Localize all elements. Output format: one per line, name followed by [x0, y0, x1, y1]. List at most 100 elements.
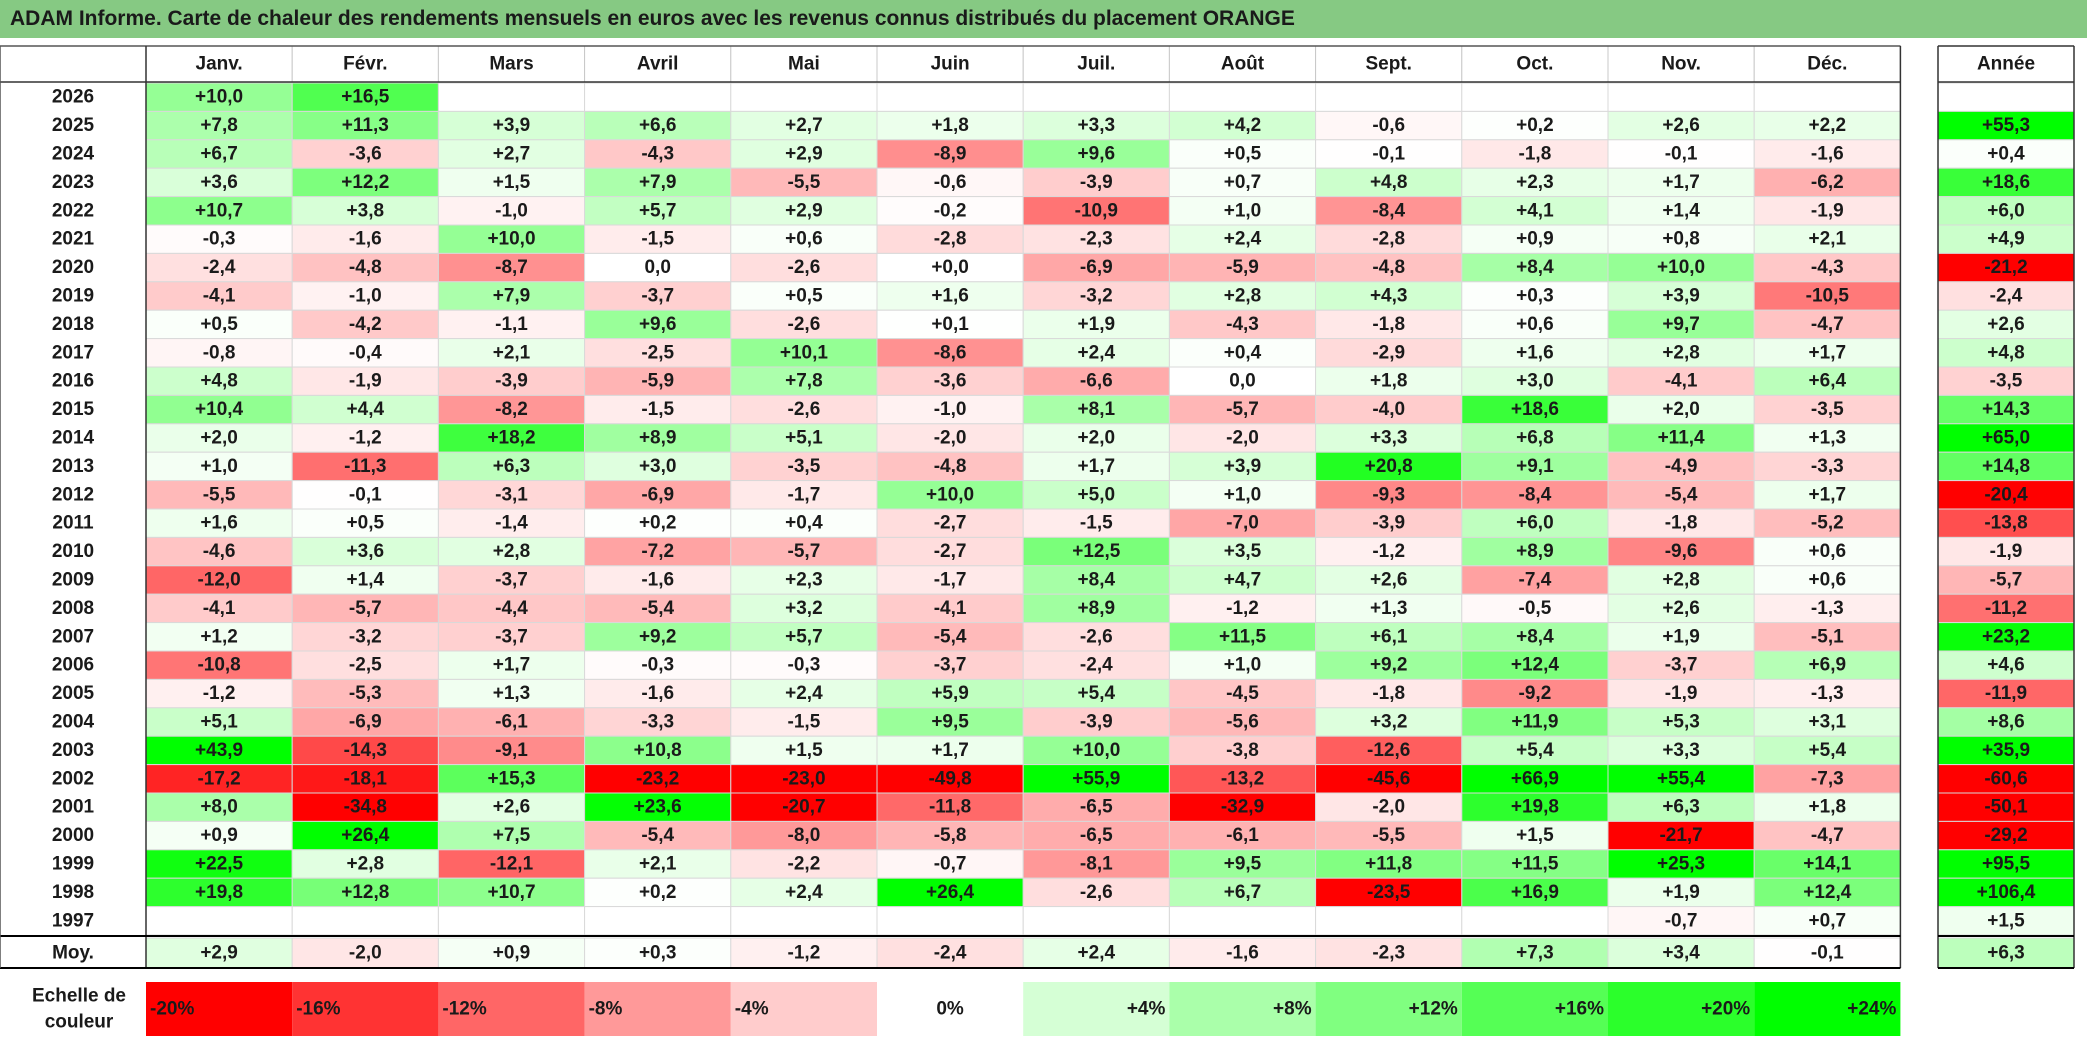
heatmap-cell: [1315, 167, 1463, 198]
cell-value: -2,6: [788, 314, 821, 335]
cell-value: +1,0: [1224, 484, 1262, 505]
cell-value: +1,5: [1516, 825, 1554, 846]
average-annual-value: +6,3: [1987, 943, 2025, 964]
heatmap-cell: [145, 565, 293, 595]
cell-value: -0,2: [934, 200, 967, 221]
heatmap-cell: [876, 281, 1024, 311]
cell-value: -4,1: [1665, 371, 1698, 392]
cell-value: +2,8: [347, 854, 385, 875]
cell-value: +2,6: [493, 797, 531, 818]
heatmap-cell: [437, 252, 586, 283]
cell-value: -5,7: [788, 541, 821, 562]
cell-value: -18,1: [344, 768, 388, 789]
cell-value: -1,3: [1811, 598, 1844, 619]
cell-value: -4,7: [1811, 825, 1844, 846]
cell-value: +3,2: [785, 598, 823, 619]
cell-value: -2,7: [934, 513, 967, 534]
title-bar: ADAM Informe. Carte de chaleur des rende…: [0, 0, 2087, 40]
cell-value: +2,6: [1662, 115, 1700, 136]
heatmap-cell: [145, 139, 293, 169]
heatmap-cell: [876, 565, 1024, 595]
cell-value: +3,6: [200, 172, 238, 193]
year-label: 2005: [52, 683, 95, 704]
heatmap-cell: [1461, 877, 1609, 908]
cell-value: +3,3: [1078, 115, 1116, 136]
cell-value: +9,5: [931, 712, 969, 733]
year-label: 2007: [52, 626, 94, 647]
heatmap-cell: [1461, 480, 1609, 510]
heatmap-cell: [1315, 906, 1463, 936]
cell-value: -2,0: [1226, 428, 1259, 449]
year-label: 2009: [52, 570, 94, 591]
cell-value: +1,5: [493, 172, 531, 193]
cell-value: -5,7: [1226, 399, 1259, 420]
heatmap-cell: [1315, 451, 1463, 482]
cell-value: -5,4: [934, 626, 967, 647]
cell-value: -4,8: [349, 257, 382, 278]
cell-value: +23,6: [634, 797, 682, 818]
cell-value: -4,0: [1372, 399, 1405, 420]
cell-value: +8,9: [639, 428, 677, 449]
year-label: 1999: [52, 854, 94, 875]
scale-swatch-label: +8%: [1273, 999, 1312, 1020]
cell-value: -1,3: [1811, 683, 1844, 704]
year-label: 2013: [52, 456, 94, 477]
cell-value: +0,0: [931, 257, 969, 278]
cell-value: -1,6: [641, 570, 674, 591]
cell-value: +0,9: [1516, 229, 1554, 250]
cell-value: +11,8: [1365, 854, 1412, 875]
average-value: +3,4: [1662, 943, 1700, 964]
annual-value: +6,0: [1987, 200, 2025, 221]
heatmap-cell: [145, 536, 293, 567]
scale-label-line: couleur: [45, 1012, 114, 1033]
cell-value: +0,2: [639, 513, 677, 534]
annual-cell: [1937, 622, 2075, 652]
annual-cell: [1937, 735, 2075, 766]
year-label: 2016: [52, 371, 94, 392]
heatmap-cell: [1607, 735, 1755, 766]
cell-value: -1,5: [641, 229, 674, 250]
cell-value: -8,2: [495, 399, 528, 420]
cell-value: -5,2: [1811, 513, 1844, 534]
year-label: 2000: [52, 825, 94, 846]
heatmap-cell: [1607, 167, 1755, 198]
heatmap-cell: [437, 906, 586, 936]
cell-value: -1,7: [934, 570, 967, 591]
heatmap-cell: [1607, 707, 1755, 737]
heatmap-cell: [291, 167, 439, 198]
month-header-cell: [145, 45, 293, 83]
heatmap-cell: [1753, 792, 1901, 822]
cell-value: -5,5: [1372, 825, 1405, 846]
scale-swatch: [438, 982, 585, 1036]
heatmap-cell: [730, 281, 878, 311]
cell-value: +0,5: [785, 286, 823, 307]
cell-value: -20,7: [782, 797, 825, 818]
cell-value: +4,8: [1370, 172, 1408, 193]
cell-value: +0,4: [785, 513, 823, 534]
heatmap-cell: [291, 338, 439, 368]
cell-value: +11,3: [342, 115, 389, 136]
cell-value: +55,4: [1657, 768, 1706, 789]
year-label: 2026: [52, 87, 94, 108]
cell-value: -1,8: [1372, 314, 1405, 335]
cell-value: +5,1: [785, 428, 823, 449]
cell-value: +6,1: [1370, 626, 1408, 647]
heatmap-cell: [1753, 764, 1901, 794]
cell-value: -1,5: [1080, 513, 1113, 534]
annual-cell: [1937, 565, 2075, 595]
heatmap-cell: [1168, 678, 1317, 709]
cell-value: +10,0: [926, 484, 974, 505]
heatmap-cell: [1461, 820, 1609, 851]
cell-value: +2,7: [493, 144, 531, 165]
year-label: 2004: [52, 712, 95, 733]
heatmap-cell: [1753, 820, 1901, 851]
cell-value: +2,4: [1224, 229, 1262, 250]
heatmap-cell: [1607, 678, 1755, 709]
cell-value: +0,5: [1224, 144, 1262, 165]
cell-value: -9,1: [495, 740, 528, 761]
cell-value: +1,3: [1370, 598, 1408, 619]
cell-value: +11,5: [1511, 854, 1558, 875]
heatmap-cell: [1607, 309, 1755, 340]
annual-cell: [1937, 338, 2075, 368]
heatmap-cell: [145, 309, 293, 340]
